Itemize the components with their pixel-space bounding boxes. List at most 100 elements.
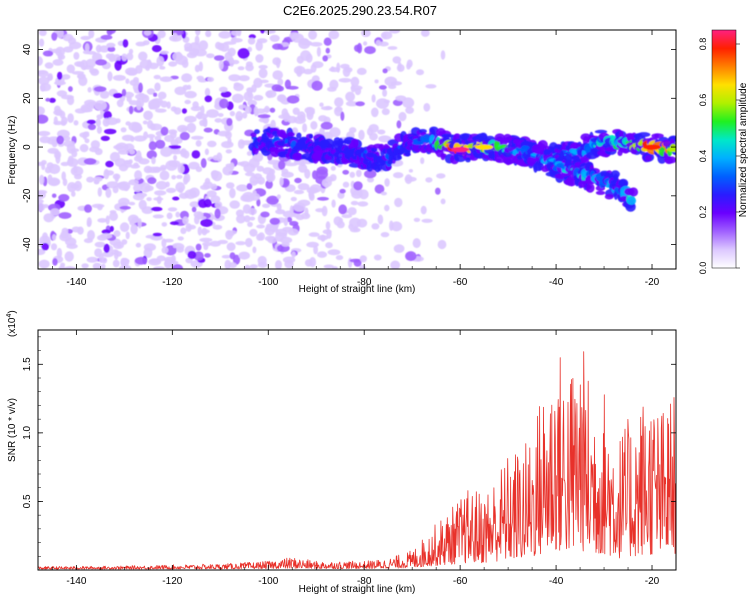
spectrogram-cell xyxy=(86,217,92,227)
spectrogram-cell xyxy=(96,126,102,134)
spectrogram-cell xyxy=(100,233,113,239)
spectrogram-cell xyxy=(94,248,103,258)
x-tick-label: -20 xyxy=(645,277,660,288)
spectrogram-cell xyxy=(134,170,143,181)
spectrogram-cell xyxy=(356,67,367,75)
spectrogram-cell xyxy=(373,254,382,261)
x-tick-label: -100 xyxy=(258,277,278,288)
spectrogram-cell xyxy=(249,216,256,221)
spectrogram-cell xyxy=(212,224,223,230)
spectrogram-cell xyxy=(425,84,437,89)
spectrogram-cell xyxy=(165,187,177,194)
spectrogram-cell xyxy=(176,174,183,179)
spectrogram-cell xyxy=(289,205,294,216)
spectrogram-cell xyxy=(394,197,403,208)
spectrogram-cell xyxy=(437,239,447,250)
spectrogram-cell xyxy=(286,217,293,223)
spectrogram-cell xyxy=(387,46,398,50)
x-tick-label: -140 xyxy=(66,277,86,288)
spectrogram-cell xyxy=(258,68,268,79)
spectrogram-cell xyxy=(249,264,258,269)
spectrogram-cell xyxy=(120,257,130,267)
spectrogram-cell xyxy=(292,107,300,115)
spectrogram-cell xyxy=(331,199,336,208)
spectrogram-cell xyxy=(109,151,121,162)
spectrogram-cell xyxy=(416,69,424,76)
spectrogram-cell xyxy=(66,243,78,249)
spectrogram-cell xyxy=(97,187,103,197)
spectrogram-cell xyxy=(217,113,224,117)
spectrogram-cell xyxy=(103,243,110,253)
spectrogram-cell xyxy=(53,116,58,126)
spectrogram-cell xyxy=(298,38,311,49)
spectrogram-cell xyxy=(389,220,394,231)
spectrogram-cell xyxy=(300,212,311,220)
spectrogram-cell xyxy=(85,58,97,68)
spectrogram-cell xyxy=(218,31,232,39)
y-tick-label: 0.5 xyxy=(22,494,33,508)
x-tick-label: -80 xyxy=(357,576,372,587)
spectrogram-cell xyxy=(325,176,334,183)
spectrogram-cell xyxy=(57,71,63,80)
spectrogram-cell xyxy=(272,43,284,50)
spectrogram-cell xyxy=(202,117,207,127)
spectrogram-cell xyxy=(262,167,274,175)
spectrogram-cell xyxy=(168,61,178,67)
spectrogram-cell xyxy=(293,202,306,212)
spectrogram-cell xyxy=(105,215,110,225)
spectrogram-cell xyxy=(319,102,324,107)
spectrogram-cell xyxy=(188,161,200,170)
spectrogram-cell xyxy=(465,157,471,163)
spectrogram-cell xyxy=(256,165,265,172)
spectrogram-cell xyxy=(625,134,633,139)
spectrogram-cell xyxy=(55,76,65,86)
spectrogram-cell xyxy=(308,133,314,139)
spectrogram-cell xyxy=(106,181,119,189)
spectrogram-cell xyxy=(180,227,187,235)
spectrogram-cell xyxy=(151,45,162,53)
x-tick-label: -140 xyxy=(66,576,86,587)
spectrogram-cell xyxy=(355,169,362,178)
spectrogram-cell xyxy=(160,50,169,55)
spectrogram-cell xyxy=(201,227,208,236)
spectrogram-cell xyxy=(222,165,233,176)
spectrogram-cell xyxy=(350,200,359,206)
spectrogram-cell xyxy=(194,64,200,73)
spectrogram-cell xyxy=(390,81,403,86)
spectrogram-cell xyxy=(133,135,147,142)
spectrogram-cell xyxy=(218,60,224,70)
spectrogram-cell xyxy=(361,30,371,38)
spectrogram-cell xyxy=(179,131,190,141)
spectrogram-cell xyxy=(279,177,284,187)
spectrogram-cell xyxy=(53,30,61,34)
spectrogram-cell xyxy=(213,55,225,61)
spectrogram-cell xyxy=(412,238,421,249)
spectrogram-cell xyxy=(61,227,69,234)
spectrogram-cell xyxy=(304,168,311,179)
spectrogram-cell xyxy=(248,34,256,39)
spectrogram-cell xyxy=(61,74,71,80)
spectrogram-cell xyxy=(310,64,317,73)
spectrogram-cell xyxy=(42,232,48,241)
spectrogram-cell xyxy=(200,158,207,169)
spectrogram-cell xyxy=(207,77,215,82)
spectrogram-cell xyxy=(184,189,197,200)
spectrogram-cell xyxy=(197,226,202,236)
spectrogram-cell xyxy=(203,243,209,251)
spectrogram-cell xyxy=(86,256,99,263)
spectrogram-cell xyxy=(384,178,390,187)
spectrogram-cell xyxy=(161,222,168,227)
spectrogram-cell xyxy=(353,259,362,267)
spectrogram-cell xyxy=(148,99,162,109)
spectrogram-cell xyxy=(310,42,323,47)
spectrogram-cell xyxy=(217,130,230,137)
spectrogram-cell xyxy=(86,176,94,183)
spectrogram-cell xyxy=(330,66,335,72)
spectrogram-cell xyxy=(348,223,354,230)
spectrogram-cell xyxy=(123,143,135,152)
spectrogram-cell xyxy=(243,91,254,102)
spectrogram-cell xyxy=(380,232,390,238)
spectrogram-cell xyxy=(342,169,350,175)
spectrogram-cell xyxy=(292,152,303,162)
y-tick-label: 0 xyxy=(22,144,33,150)
